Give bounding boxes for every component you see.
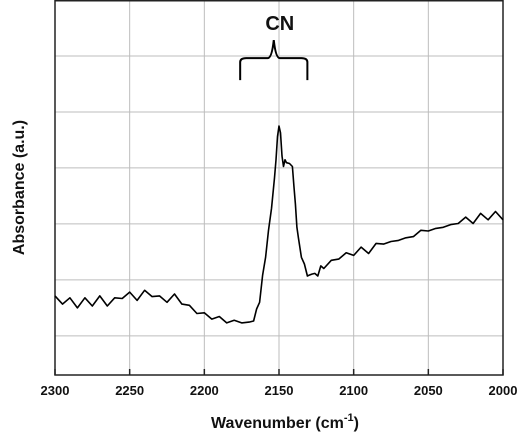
y-axis-title: Absorbance (a.u.) [11, 120, 28, 255]
x-axis-title-main: Wavenumber (cm [211, 415, 344, 432]
x-tick-label: 2100 [339, 383, 368, 398]
x-ticks [54, 369, 504, 375]
x-tick-label: 2000 [489, 383, 518, 398]
x-axis-title: Wavenumber (cm-1) [211, 412, 359, 432]
grid [54, 0, 504, 375]
x-tick-label: 2050 [414, 383, 443, 398]
x-tick-label: 2300 [41, 383, 70, 398]
spectrum-line [54, 125, 504, 324]
x-axis-title-sup: -1 [344, 412, 354, 424]
x-tick-label: 2150 [265, 383, 294, 398]
cn-bracket [239, 40, 309, 81]
x-tick-labels: 2300 2250 2200 2150 2100 2050 2000 [41, 383, 518, 398]
x-tick-label: 2250 [115, 383, 144, 398]
cn-annotation: CN [265, 13, 294, 35]
x-tick-label: 2200 [190, 383, 219, 398]
x-axis-title-suffix: ) [354, 415, 359, 432]
